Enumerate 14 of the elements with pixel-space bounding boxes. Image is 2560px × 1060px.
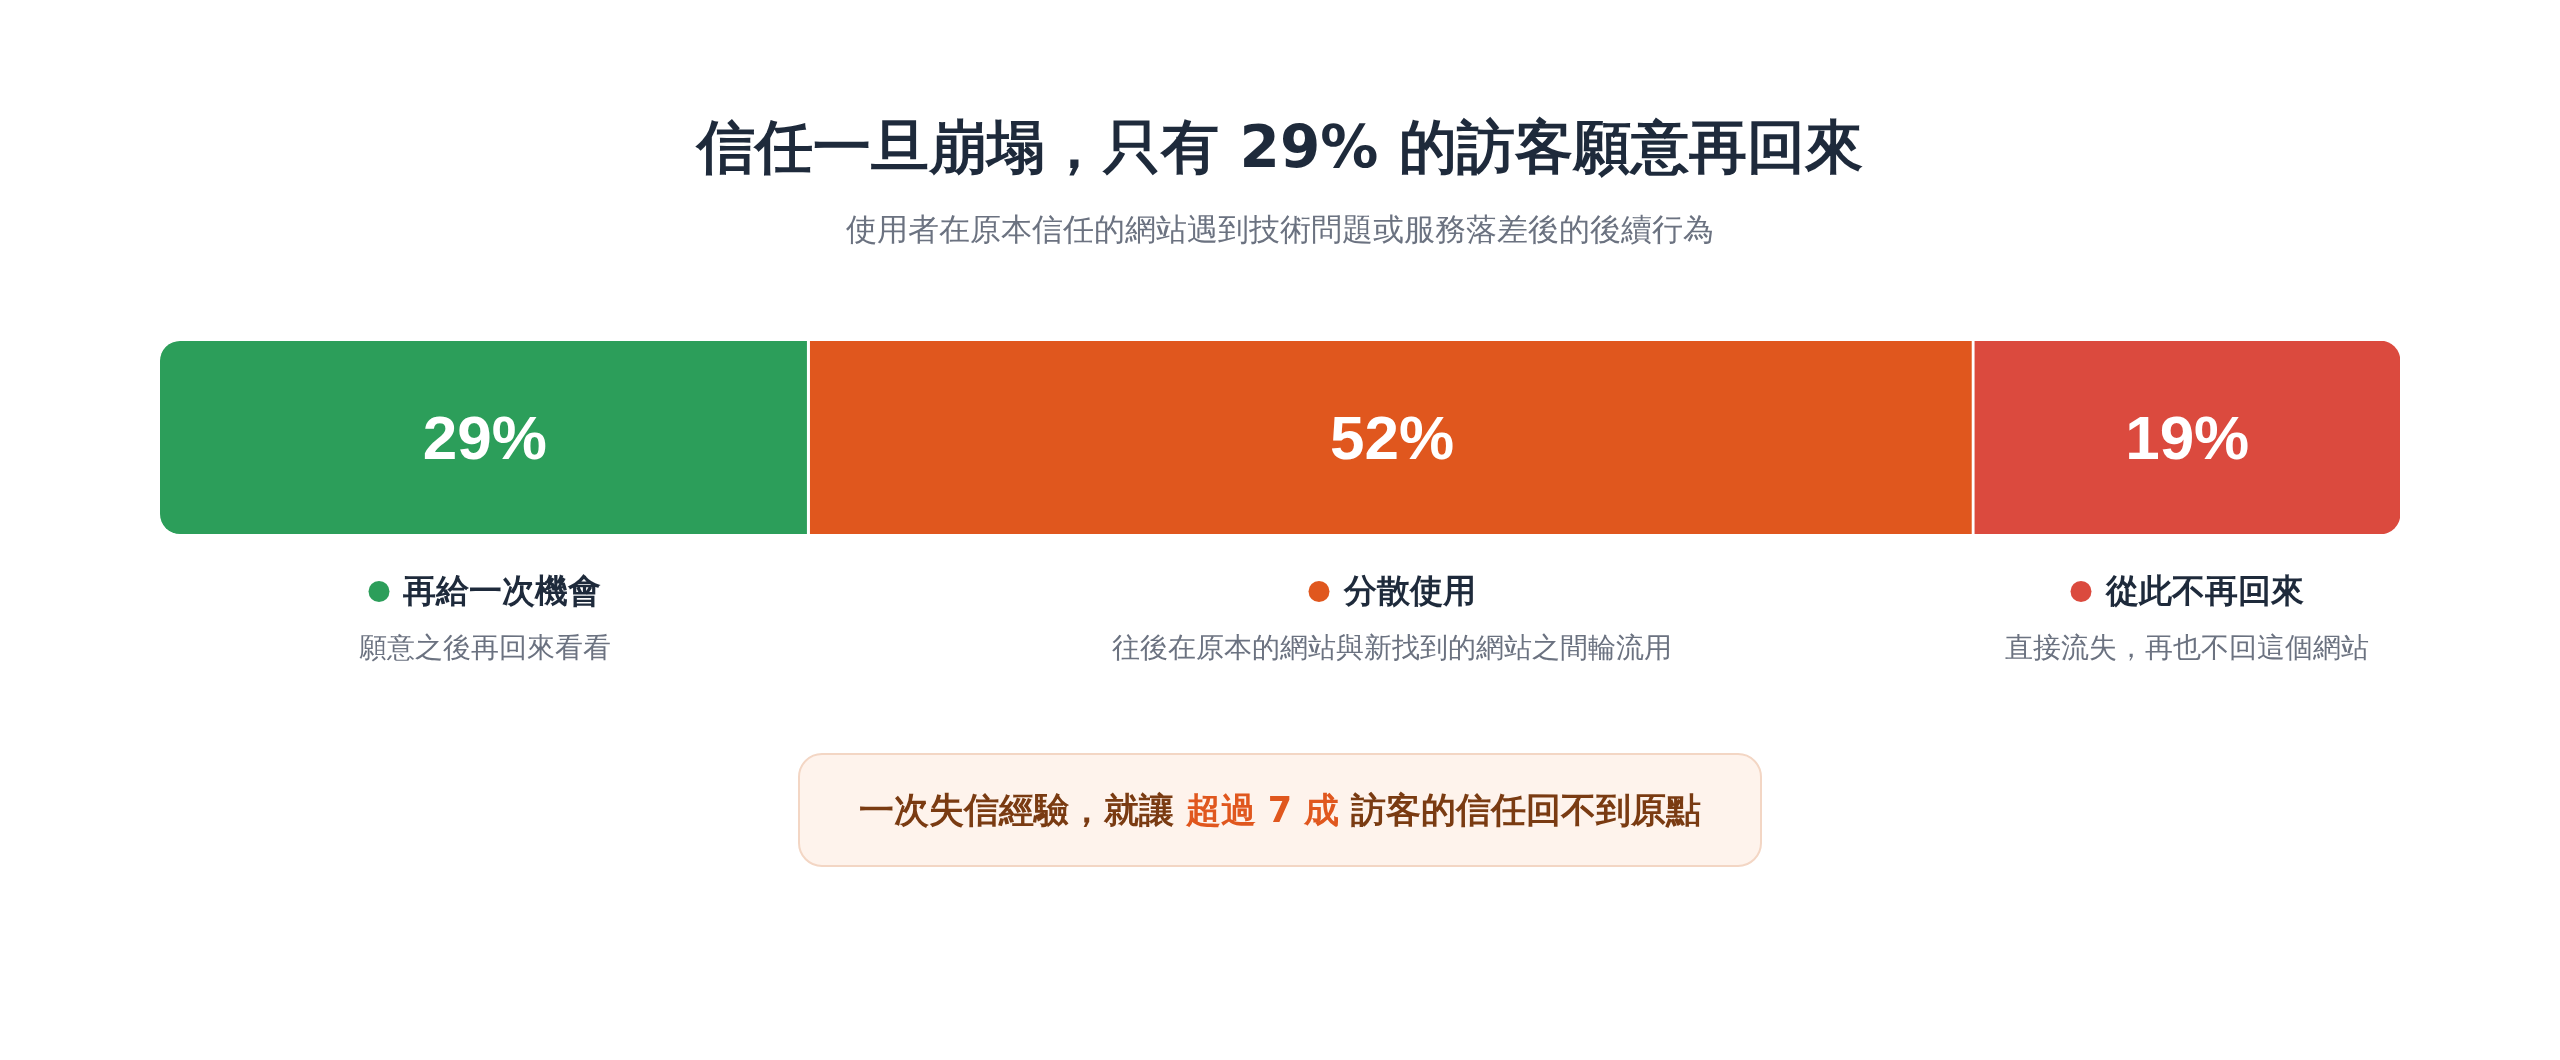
- legend-label: 從此不再回來: [2105, 571, 2304, 611]
- text: 一次失信經驗，就讓: [858, 789, 1174, 831]
- legend-label: 分散使用: [1343, 571, 1476, 611]
- text: 直接流失，再也不回這個網站: [2005, 631, 2370, 664]
- chart-subtitle: 使用者在原本信任的網站遇到技術問題或服務落差後的後續行為: [846, 211, 1714, 247]
- data-label: 29%: [422, 402, 547, 472]
- text: 超過 7 成: [1185, 789, 1340, 831]
- data-label: 19%: [2125, 402, 2250, 472]
- text: 訪客的信任回不到原點: [1351, 789, 1702, 831]
- legend-label: 再給一次機會: [403, 571, 602, 611]
- chart-title: 信任一旦崩塌，只有 29% 的訪客願意再回來: [697, 113, 1863, 181]
- text: 願意之後再回來看看: [358, 631, 611, 664]
- text: 往後在原本的網站與新找到的網站之間輪流用: [1112, 631, 1672, 664]
- data-label: 52%: [1329, 402, 1455, 472]
